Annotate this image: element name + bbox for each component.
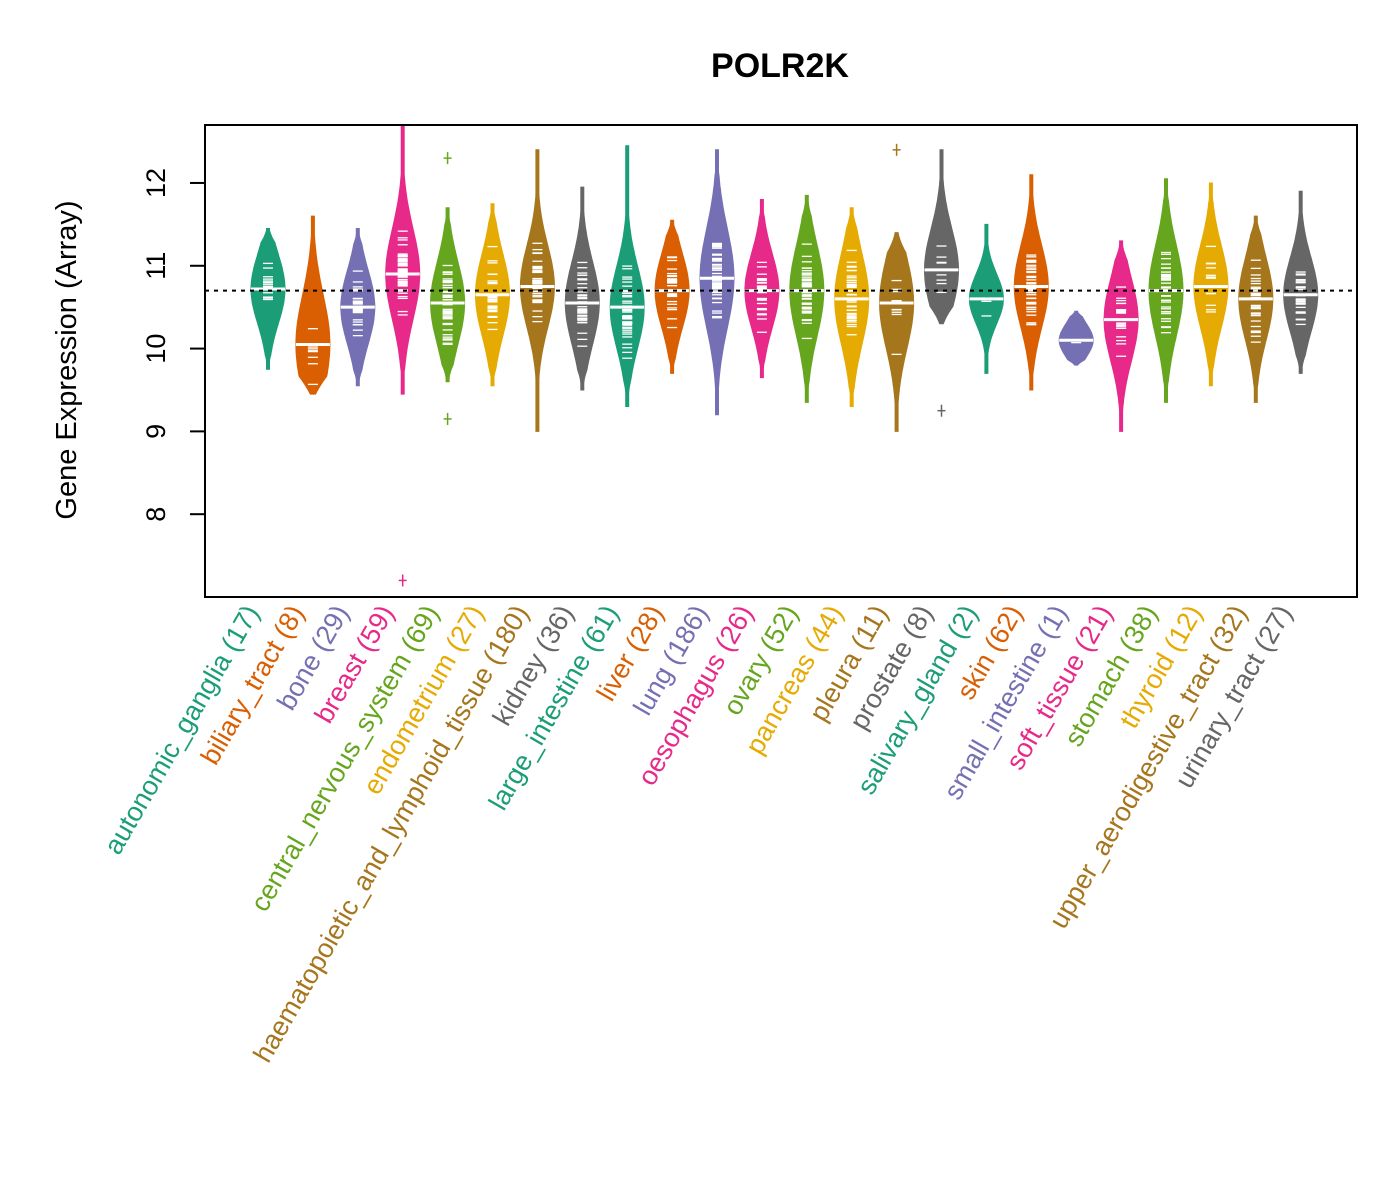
violin-soft-tissue bbox=[1103, 240, 1139, 432]
violin-biliary-tract bbox=[295, 215, 331, 395]
y-tick-label: 10 bbox=[141, 334, 171, 364]
violin-small-intestine bbox=[1058, 310, 1094, 366]
violin-body bbox=[879, 232, 915, 432]
violin-autonomic-ganglia bbox=[250, 228, 286, 370]
violin-body bbox=[1193, 182, 1229, 387]
violin-large-intestine bbox=[609, 145, 645, 407]
plot-frame bbox=[204, 124, 1358, 598]
violin-body bbox=[1103, 240, 1139, 432]
violin-bone bbox=[340, 228, 376, 387]
violin-pancreas bbox=[834, 207, 870, 407]
y-axis: 8 9 10 11 12 bbox=[141, 168, 206, 522]
violin-body bbox=[564, 186, 600, 391]
y-tick-label: 12 bbox=[141, 168, 171, 198]
violin-thyroid bbox=[1193, 182, 1229, 387]
violin-body bbox=[295, 215, 331, 395]
violin-central-nervous-system bbox=[430, 152, 466, 425]
violin-prostate bbox=[924, 149, 959, 417]
violin-body bbox=[519, 149, 555, 432]
y-tick-label: 9 bbox=[141, 424, 171, 439]
violin-skin bbox=[1013, 174, 1049, 391]
violin-pleura bbox=[879, 143, 915, 432]
violin-upper-aerodigestive-tract bbox=[1238, 215, 1274, 403]
x-axis-labels: autonomic_ganglia (17)biliary_tract (8)b… bbox=[98, 600, 1298, 1067]
violin-body bbox=[609, 145, 645, 407]
violin-body bbox=[924, 149, 959, 325]
violin-haematopoietic-and-lymphoid-tissue bbox=[519, 149, 555, 432]
violin-lung bbox=[699, 149, 735, 416]
violin-oesophagus bbox=[744, 199, 780, 379]
violin-salivary-gland bbox=[968, 223, 1004, 374]
violin-stomach bbox=[1148, 178, 1184, 403]
violin-liver bbox=[654, 219, 690, 374]
violin-ovary bbox=[789, 194, 825, 403]
violin-body bbox=[1058, 310, 1094, 366]
violin-breast bbox=[385, 124, 421, 587]
y-tick-label: 8 bbox=[141, 507, 171, 522]
chart-title: POLR2K bbox=[711, 47, 849, 85]
violin-kidney bbox=[564, 186, 600, 391]
violin-layer bbox=[250, 124, 1319, 587]
violin-urinary-tract bbox=[1283, 190, 1319, 374]
y-tick-label: 11 bbox=[141, 252, 171, 280]
violin-endometrium bbox=[475, 203, 510, 387]
y-axis-label: Gene Expression (Array) bbox=[51, 200, 83, 519]
